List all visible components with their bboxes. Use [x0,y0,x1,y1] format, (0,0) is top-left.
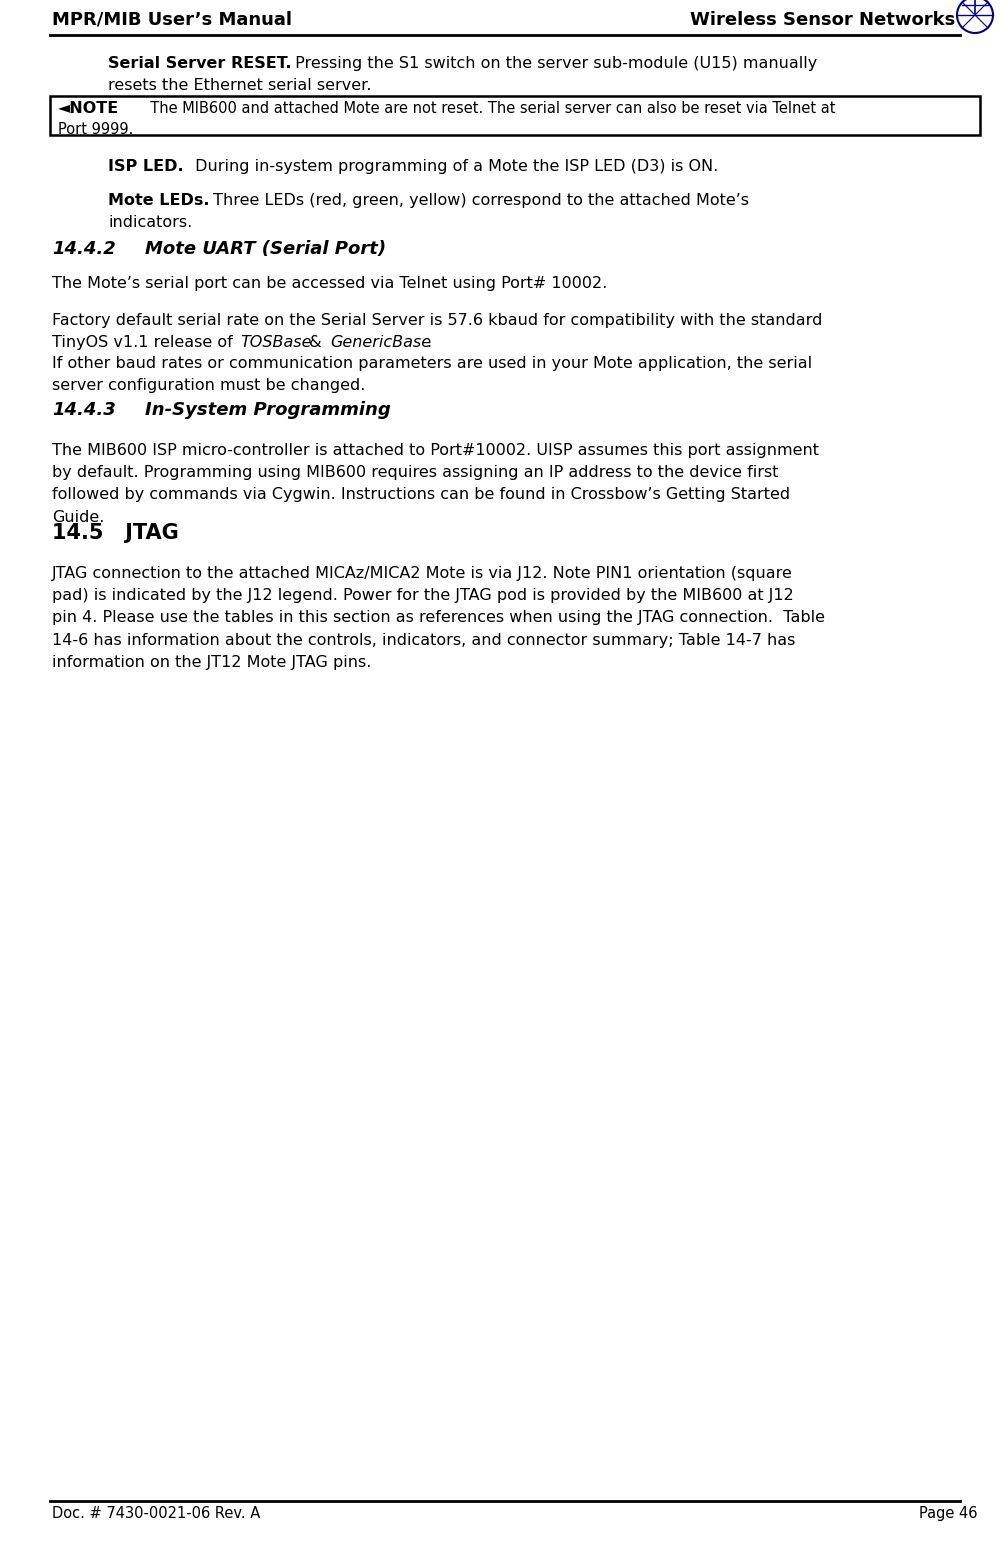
Text: Doc. # 7430-0021-06 Rev. A: Doc. # 7430-0021-06 Rev. A [52,1506,260,1520]
Text: TOSBase: TOSBase [240,335,312,349]
Text: ISP LED.: ISP LED. [108,158,184,174]
Text: The MIB600 and attached Mote are not reset. The serial server can also be reset : The MIB600 and attached Mote are not res… [141,101,836,116]
Text: Factory default serial rate on the Serial Server is 57.6 kbaud for compatibility: Factory default serial rate on the Seria… [52,314,822,328]
Text: .: . [426,335,432,349]
Text: MPR/MIB User’s Manual: MPR/MIB User’s Manual [52,11,292,30]
Text: Mote LEDs.: Mote LEDs. [108,193,210,208]
Text: &: & [304,335,327,349]
Text: 14.4.3: 14.4.3 [52,401,116,419]
Text: Pressing the S1 switch on the server sub‑module (U15) manually: Pressing the S1 switch on the server sub… [290,56,817,71]
Text: JTAG connection to the attached MICAz/MICA2 Mote is via J12. Note PIN1 orientati: JTAG connection to the attached MICAz/MI… [52,565,793,581]
Text: TinyOS v1.1 release of: TinyOS v1.1 release of [52,335,238,349]
Text: pad) is indicated by the J12 legend. Power for the JTAG pod is provided by the M: pad) is indicated by the J12 legend. Pow… [52,589,794,603]
Text: 14-6 has information about the controls, indicators, and connector summary; Tabl: 14-6 has information about the controls,… [52,632,795,648]
Text: 14.4.2: 14.4.2 [52,241,116,258]
Text: 14.5   JTAG: 14.5 JTAG [52,523,179,544]
Text: pin 4. Please use the tables in this section as references when using the JTAG c: pin 4. Please use the tables in this sec… [52,610,825,626]
Text: followed by commands via Cygwin. Instructions can be found in Crossbow’s Getting: followed by commands via Cygwin. Instruc… [52,488,790,503]
Text: by default. Programming using MIB600 requires assigning an IP address to the dev: by default. Programming using MIB600 req… [52,466,778,480]
Text: Serial Server RESET.: Serial Server RESET. [108,56,292,71]
Text: GenericBase: GenericBase [330,335,431,349]
Text: Guide.: Guide. [52,509,104,525]
Text: Three LEDs (red, green, yellow) correspond to the attached Mote’s: Three LEDs (red, green, yellow) correspo… [208,193,749,208]
Text: Page 46: Page 46 [919,1506,978,1520]
Text: Mote UART (Serial Port): Mote UART (Serial Port) [120,241,386,258]
Text: Wireless Sensor Networks: Wireless Sensor Networks [690,11,955,30]
Text: The MIB600 ISP micro-controller is attached to Port#10002. UISP assumes this por: The MIB600 ISP micro-controller is attac… [52,443,819,458]
Text: In-System Programming: In-System Programming [120,401,391,419]
Text: The Mote’s serial port can be accessed via Telnet using Port# 10002.: The Mote’s serial port can be accessed v… [52,276,607,290]
Text: ◄NOTE: ◄NOTE [58,101,119,116]
Text: server configuration must be changed.: server configuration must be changed. [52,379,365,393]
Text: If other baud rates or communication parameters are used in your Mote applicatio: If other baud rates or communication par… [52,356,812,371]
FancyBboxPatch shape [50,96,980,135]
Text: Port 9999.: Port 9999. [58,123,133,138]
Text: indicators.: indicators. [108,216,192,230]
Text: resets the Ethernet serial server.: resets the Ethernet serial server. [108,78,372,93]
Text: During in-system programming of a Mote the ISP LED (D3) is ON.: During in-system programming of a Mote t… [190,158,718,174]
Text: information on the JT12 Mote JTAG pins.: information on the JT12 Mote JTAG pins. [52,655,371,669]
